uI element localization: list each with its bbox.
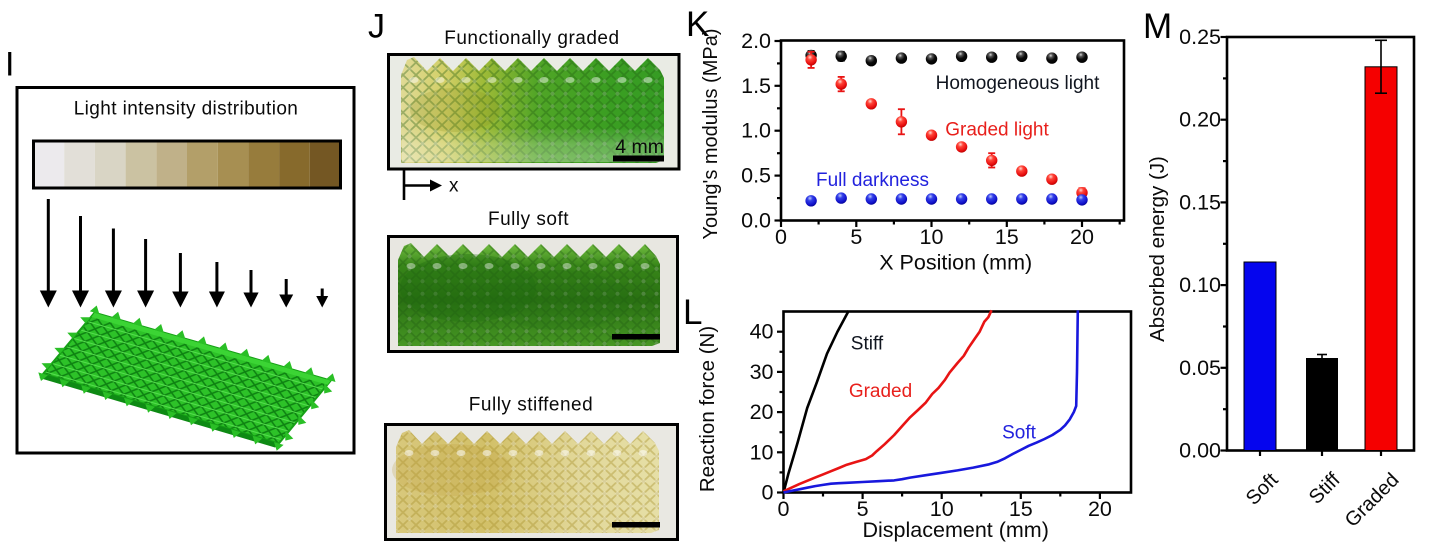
svg-text:L: L — [683, 293, 702, 332]
svg-text:Graded light: Graded light — [945, 120, 1049, 141]
svg-text:K: K — [686, 5, 709, 44]
svg-text:20: 20 — [1070, 225, 1094, 249]
svg-text:2.0: 2.0 — [741, 29, 771, 53]
svg-text:I: I — [5, 46, 14, 84]
svg-text:Young's modulus (MPa): Young's modulus (MPa) — [700, 29, 722, 240]
svg-text:M: M — [1143, 7, 1172, 46]
svg-text:30: 30 — [750, 360, 774, 384]
svg-text:1.5: 1.5 — [741, 74, 771, 98]
svg-text:Stiff: Stiff — [851, 334, 884, 355]
svg-text:15: 15 — [1009, 497, 1033, 521]
svg-text:40: 40 — [750, 320, 774, 344]
svg-text:Displacement (mm): Displacement (mm) — [863, 518, 1049, 542]
svg-text:0.10: 0.10 — [1179, 273, 1221, 297]
svg-text:x: x — [449, 176, 459, 197]
svg-text:0: 0 — [775, 225, 787, 249]
svg-text:Absorbed energy (J): Absorbed energy (J) — [1146, 156, 1169, 342]
svg-text:Fully soft: Fully soft — [488, 209, 569, 230]
svg-text:0.0: 0.0 — [741, 209, 771, 233]
svg-text:Soft: Soft — [1002, 422, 1037, 443]
svg-text:Light intensity distribution: Light intensity distribution — [74, 99, 299, 120]
svg-text:4 mm: 4 mm — [615, 136, 664, 158]
svg-text:10: 10 — [750, 440, 774, 464]
svg-text:0.5: 0.5 — [741, 164, 771, 188]
svg-text:5: 5 — [850, 225, 862, 249]
svg-text:Fully stiffened: Fully stiffened — [469, 395, 593, 416]
svg-text:10: 10 — [920, 225, 944, 249]
svg-text:10: 10 — [930, 497, 954, 521]
svg-text:Homogeneous light: Homogeneous light — [936, 73, 1100, 94]
svg-text:Graded: Graded — [849, 381, 912, 402]
svg-text:X Position (mm): X Position (mm) — [879, 251, 1032, 275]
svg-text:Full darkness: Full darkness — [816, 170, 929, 191]
svg-text:1.0: 1.0 — [741, 119, 771, 143]
svg-text:5: 5 — [857, 497, 869, 521]
svg-text:20: 20 — [1088, 497, 1112, 521]
svg-text:Functionally graded: Functionally graded — [444, 28, 619, 49]
svg-text:Reaction force (N): Reaction force (N) — [696, 326, 719, 492]
svg-text:20: 20 — [750, 400, 774, 424]
svg-text:0.00: 0.00 — [1179, 439, 1221, 463]
svg-text:0.25: 0.25 — [1179, 25, 1221, 49]
svg-text:J: J — [368, 8, 385, 46]
svg-text:15: 15 — [995, 225, 1019, 249]
svg-text:0: 0 — [762, 481, 774, 505]
svg-text:0.15: 0.15 — [1179, 190, 1221, 214]
svg-text:0.05: 0.05 — [1179, 356, 1221, 380]
svg-text:0.20: 0.20 — [1179, 108, 1221, 132]
svg-text:0: 0 — [778, 497, 790, 521]
